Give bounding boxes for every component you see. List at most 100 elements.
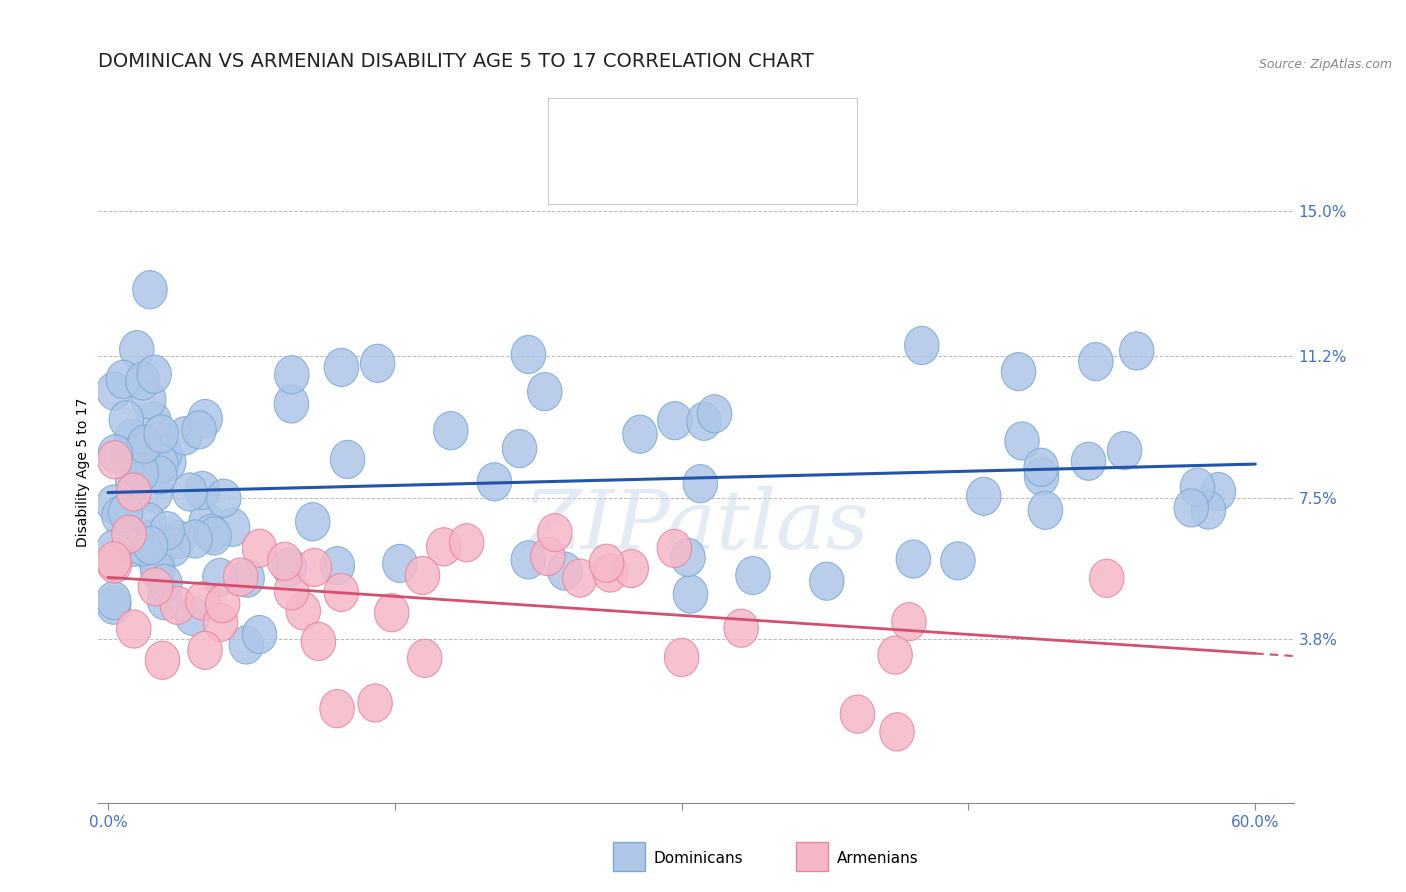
Ellipse shape (1025, 458, 1059, 495)
Ellipse shape (205, 585, 240, 623)
Ellipse shape (274, 384, 309, 423)
Ellipse shape (176, 598, 209, 635)
Ellipse shape (1071, 442, 1105, 480)
Ellipse shape (110, 401, 143, 439)
Ellipse shape (658, 401, 692, 440)
Ellipse shape (202, 558, 238, 597)
Ellipse shape (117, 528, 152, 566)
Ellipse shape (152, 443, 186, 481)
Ellipse shape (148, 565, 181, 602)
Ellipse shape (614, 549, 648, 588)
Ellipse shape (1174, 489, 1208, 527)
Ellipse shape (231, 559, 264, 598)
Ellipse shape (117, 473, 150, 511)
Ellipse shape (724, 609, 758, 648)
Ellipse shape (125, 362, 160, 401)
Ellipse shape (105, 360, 141, 399)
Ellipse shape (181, 410, 217, 449)
Ellipse shape (128, 425, 162, 463)
Ellipse shape (194, 514, 229, 552)
Text: Source: ZipAtlas.com: Source: ZipAtlas.com (1258, 58, 1392, 71)
Text: 0.089: 0.089 (644, 119, 690, 134)
Ellipse shape (321, 547, 354, 585)
Ellipse shape (877, 636, 912, 674)
Ellipse shape (623, 415, 657, 453)
Ellipse shape (274, 356, 309, 394)
Ellipse shape (160, 521, 195, 558)
Ellipse shape (197, 516, 232, 555)
Ellipse shape (1191, 491, 1226, 529)
Ellipse shape (127, 528, 160, 566)
Ellipse shape (271, 548, 307, 586)
Ellipse shape (132, 270, 167, 309)
Ellipse shape (97, 372, 131, 410)
Ellipse shape (267, 542, 302, 581)
Ellipse shape (1108, 432, 1142, 469)
Ellipse shape (405, 557, 440, 595)
Ellipse shape (671, 539, 706, 576)
Ellipse shape (97, 586, 131, 624)
Ellipse shape (134, 526, 167, 565)
Ellipse shape (477, 463, 512, 501)
Ellipse shape (891, 603, 927, 640)
Ellipse shape (148, 434, 181, 473)
Ellipse shape (127, 426, 160, 465)
Ellipse shape (319, 690, 354, 728)
Ellipse shape (156, 528, 190, 566)
Ellipse shape (136, 355, 172, 393)
Ellipse shape (966, 477, 1001, 516)
Ellipse shape (167, 417, 202, 455)
FancyBboxPatch shape (796, 842, 828, 871)
Ellipse shape (1201, 473, 1236, 510)
Ellipse shape (138, 475, 172, 513)
Ellipse shape (124, 453, 159, 491)
Ellipse shape (426, 528, 461, 566)
Text: ZIPatlas: ZIPatlas (523, 485, 869, 566)
Ellipse shape (207, 479, 240, 517)
Ellipse shape (673, 575, 707, 613)
Text: R =: R = (607, 119, 634, 134)
Ellipse shape (325, 348, 359, 386)
Ellipse shape (115, 463, 150, 501)
FancyBboxPatch shape (613, 842, 645, 871)
Ellipse shape (562, 559, 598, 597)
Ellipse shape (132, 381, 166, 418)
Ellipse shape (188, 400, 222, 438)
Ellipse shape (138, 567, 173, 606)
Ellipse shape (1119, 332, 1154, 370)
Ellipse shape (697, 394, 731, 433)
Ellipse shape (686, 402, 721, 441)
Ellipse shape (148, 582, 181, 620)
Ellipse shape (904, 326, 939, 365)
Ellipse shape (297, 549, 332, 586)
Text: R =: R = (607, 169, 634, 184)
Ellipse shape (150, 512, 184, 549)
Ellipse shape (143, 445, 179, 483)
Text: DOMINICAN VS ARMENIAN DISABILITY AGE 5 TO 17 CORRELATION CHART: DOMINICAN VS ARMENIAN DISABILITY AGE 5 T… (98, 53, 814, 71)
Text: Dominicans: Dominicans (654, 851, 744, 865)
FancyBboxPatch shape (548, 98, 858, 205)
Ellipse shape (1078, 343, 1114, 381)
Ellipse shape (108, 493, 143, 532)
Ellipse shape (188, 632, 222, 669)
Ellipse shape (111, 436, 145, 474)
Ellipse shape (97, 485, 131, 524)
Ellipse shape (433, 411, 468, 450)
Ellipse shape (143, 415, 179, 453)
Ellipse shape (896, 540, 931, 578)
Ellipse shape (274, 572, 309, 610)
Ellipse shape (111, 515, 146, 553)
Ellipse shape (97, 530, 131, 568)
Ellipse shape (593, 554, 627, 592)
Ellipse shape (141, 551, 174, 589)
Ellipse shape (1090, 559, 1123, 598)
Ellipse shape (589, 544, 624, 582)
Ellipse shape (285, 591, 321, 630)
Ellipse shape (530, 538, 565, 575)
Ellipse shape (527, 373, 562, 410)
Ellipse shape (173, 473, 207, 511)
Ellipse shape (120, 331, 155, 368)
Ellipse shape (450, 524, 484, 562)
Ellipse shape (537, 514, 572, 552)
FancyBboxPatch shape (558, 158, 598, 194)
